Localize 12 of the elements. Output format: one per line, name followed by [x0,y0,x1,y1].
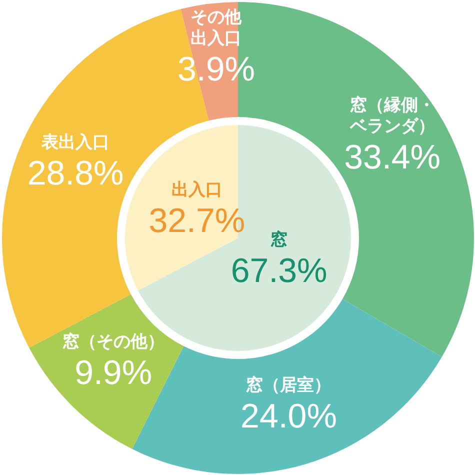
data-label: 28.8% [27,154,124,192]
data-label: 67.3% [230,252,328,290]
slice-label: 窓 [270,230,288,249]
slice-label: 窓（居室） [246,376,332,395]
slice-label: 表出入口 [40,132,110,152]
data-label: 9.9% [74,354,152,392]
data-label: 24.0% [240,398,337,436]
slice-label: 出入口 [171,180,222,200]
data-label: 33.4% [344,138,441,176]
slice-label: 窓（その他） [62,332,164,352]
data-label: 32.7% [148,202,246,240]
slice-label: 窓（縁側・ベランダ） [348,95,435,136]
